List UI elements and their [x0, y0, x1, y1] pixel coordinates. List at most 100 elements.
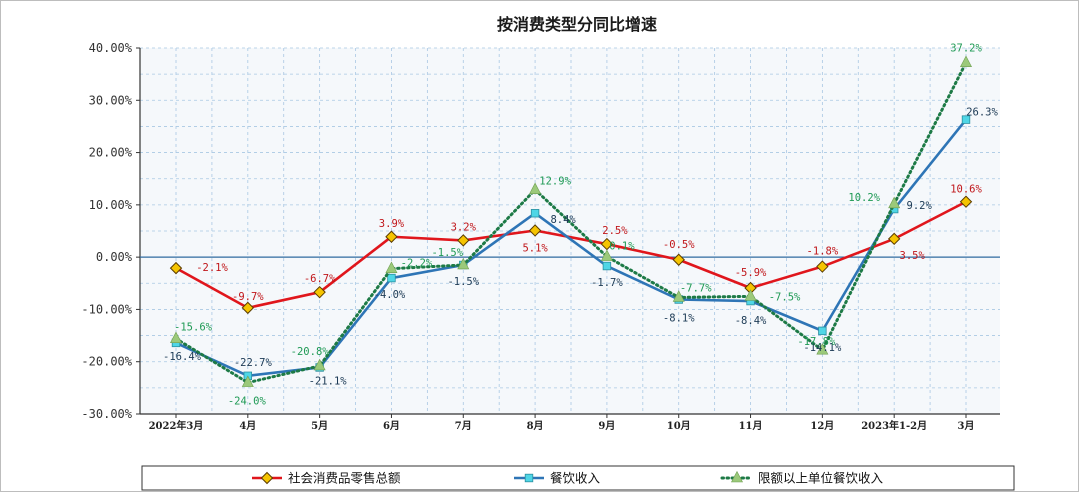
x-tick-label: 2023年1-2月	[861, 419, 927, 432]
x-tick-label: 8月	[527, 420, 544, 432]
data-label: 3.9%	[379, 218, 405, 230]
data-label: 26.3%	[966, 107, 998, 119]
data-label: 5.1%	[522, 242, 548, 254]
data-label: 8.4%	[550, 214, 576, 226]
series-group	[169, 55, 973, 387]
data-point	[959, 195, 973, 208]
x-axis-ticks: 2022年3月 4月 5月 6月 7月 8月 9月 10月 11月 12月 2023年1-2月 3月	[149, 414, 975, 432]
data-label: -4.0%	[374, 289, 406, 301]
y-tick-label: -20.00%	[81, 355, 132, 369]
data-label: -1.5%	[447, 276, 479, 288]
data-point	[672, 253, 685, 266]
y-tick-label: 10.00%	[89, 198, 133, 212]
grid-lines	[140, 47, 1000, 415]
legend-label: 餐饮收入	[550, 471, 601, 486]
data-point	[529, 182, 542, 194]
data-label: 12.9%	[539, 176, 571, 188]
x-tick-label: 11月	[739, 420, 763, 432]
data-point	[602, 261, 612, 271]
x-tick-label: 10月	[667, 420, 691, 432]
legend-box	[141, 465, 1015, 491]
data-point	[385, 261, 398, 273]
data-label: -1.7%	[591, 277, 623, 289]
data-point	[816, 343, 829, 355]
data-point	[313, 285, 326, 299]
data-point	[241, 375, 254, 387]
x-tick-label: 9月	[598, 420, 615, 432]
data-label: -17.8%	[797, 336, 836, 348]
series-0	[169, 195, 973, 315]
data-label: -1.8%	[807, 246, 839, 258]
x-tick-label: 12月	[810, 420, 834, 432]
data-point	[600, 249, 613, 261]
legend-marker	[260, 471, 274, 485]
data-point	[457, 234, 470, 247]
axes	[139, 48, 1000, 415]
y-tick-label: 40.00%	[89, 41, 133, 55]
data-point	[241, 301, 255, 315]
data-label: 10.6%	[950, 184, 982, 196]
data-point	[816, 260, 829, 273]
data-point	[313, 358, 326, 371]
data-point	[170, 331, 182, 344]
data-label: -0.5%	[663, 239, 695, 251]
data-label: -16.4%	[163, 351, 202, 363]
data-label: 10.2%	[848, 192, 880, 204]
x-tick-label: 4月	[239, 420, 256, 432]
data-point	[961, 115, 971, 124]
legend: 社会消费品零售总额 餐饮收入 限额以上单位餐饮收入	[252, 471, 884, 486]
data-label: -14.1%	[803, 342, 842, 354]
data-point	[530, 209, 540, 218]
data-point	[818, 326, 827, 336]
data-label: -5.9%	[735, 267, 767, 279]
series-line	[175, 200, 967, 310]
data-point	[457, 257, 470, 270]
data-label: -9.7%	[232, 291, 264, 303]
data-label: 37.2%	[950, 43, 982, 55]
data-point	[528, 224, 542, 237]
data-point	[887, 232, 901, 246]
y-tick-label: 20.00%	[89, 146, 133, 160]
series-line	[174, 61, 968, 385]
data-label: 0.1%	[609, 241, 635, 253]
data-label: -7.5%	[769, 291, 801, 303]
x-tick-label: 7月	[455, 420, 472, 432]
x-tick-label: 5月	[311, 420, 328, 432]
y-axis-ticks: 40.00% 30.00% 20.00% 10.00% 0.00% -10.00% -20.…	[81, 41, 140, 421]
data-label: -15.6%	[174, 322, 213, 334]
data-label: -21.1%	[309, 375, 348, 387]
data-label: -8.4%	[735, 315, 767, 327]
legend-marker	[524, 473, 534, 483]
data-point	[672, 290, 685, 302]
legend-label: 社会消费品零售总额	[288, 471, 401, 486]
data-point	[169, 261, 183, 275]
data-label: -2.1%	[196, 262, 228, 274]
data-labels: -2.1% -9.7% -6.7% 3.9% 3.2% 5.1% 2.5% -0.5% -5.9…	[163, 43, 998, 408]
x-tick-label: 6月	[383, 420, 400, 432]
data-label: 3.5%	[900, 250, 926, 262]
data-label: -8.1%	[663, 312, 695, 324]
data-point	[744, 289, 757, 301]
data-label: -2.2%	[401, 258, 433, 270]
data-label: -6.7%	[304, 273, 336, 285]
data-label: -22.7%	[234, 357, 273, 369]
data-label: 3.2%	[451, 221, 477, 233]
data-point	[387, 273, 396, 283]
data-label: -20.8%	[291, 346, 330, 358]
data-label: -1.5%	[431, 247, 463, 259]
data-label: 2.5%	[602, 225, 628, 237]
chart-title: 按消费类型分同比增速	[497, 15, 657, 34]
x-tick-label: 2022年3月	[149, 419, 204, 432]
y-tick-label: -30.00%	[81, 407, 132, 421]
data-point	[888, 196, 901, 209]
data-label: -7.7%	[680, 282, 712, 294]
data-point	[385, 230, 398, 243]
data-label: -24.0%	[228, 396, 267, 408]
series-2	[170, 55, 972, 387]
legend-marker	[731, 470, 743, 483]
y-tick-label: -10.00%	[81, 302, 132, 316]
x-tick-label: 3月	[958, 420, 975, 432]
data-point	[960, 55, 972, 67]
